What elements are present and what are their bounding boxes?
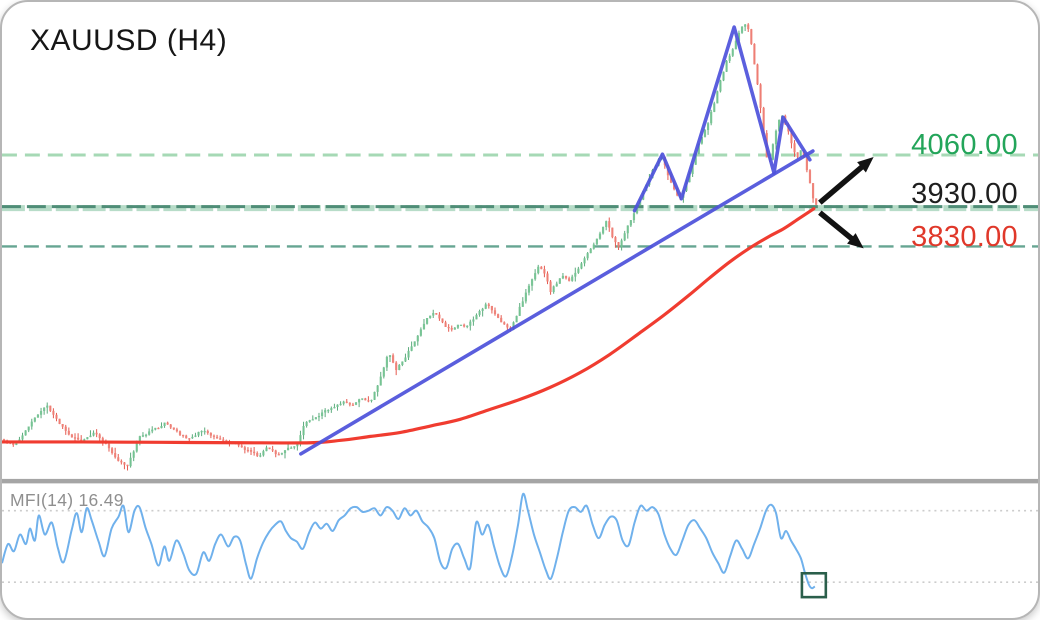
down-arrow-icon	[818, 210, 864, 249]
zigzag-line	[632, 25, 812, 213]
mfi-indicator-label: MFI(14) 16.49	[10, 490, 124, 510]
level-lines	[2, 153, 1038, 248]
price-label-support: 3830.00	[911, 221, 1018, 253]
trendline	[299, 149, 815, 456]
up-arrow-icon	[818, 156, 874, 205]
price-label-current: 3930.00	[911, 178, 1018, 210]
arrow-annotations	[818, 156, 874, 249]
ma-line	[2, 207, 816, 445]
symbol-title: XAUUSD (H4)	[30, 24, 228, 57]
mfi-line	[2, 492, 816, 590]
mfi-levels	[2, 509, 1038, 584]
panel-divider	[2, 478, 1038, 484]
price-label-resistance: 4060.00	[911, 129, 1018, 161]
mfi-highlight-box	[800, 571, 828, 599]
